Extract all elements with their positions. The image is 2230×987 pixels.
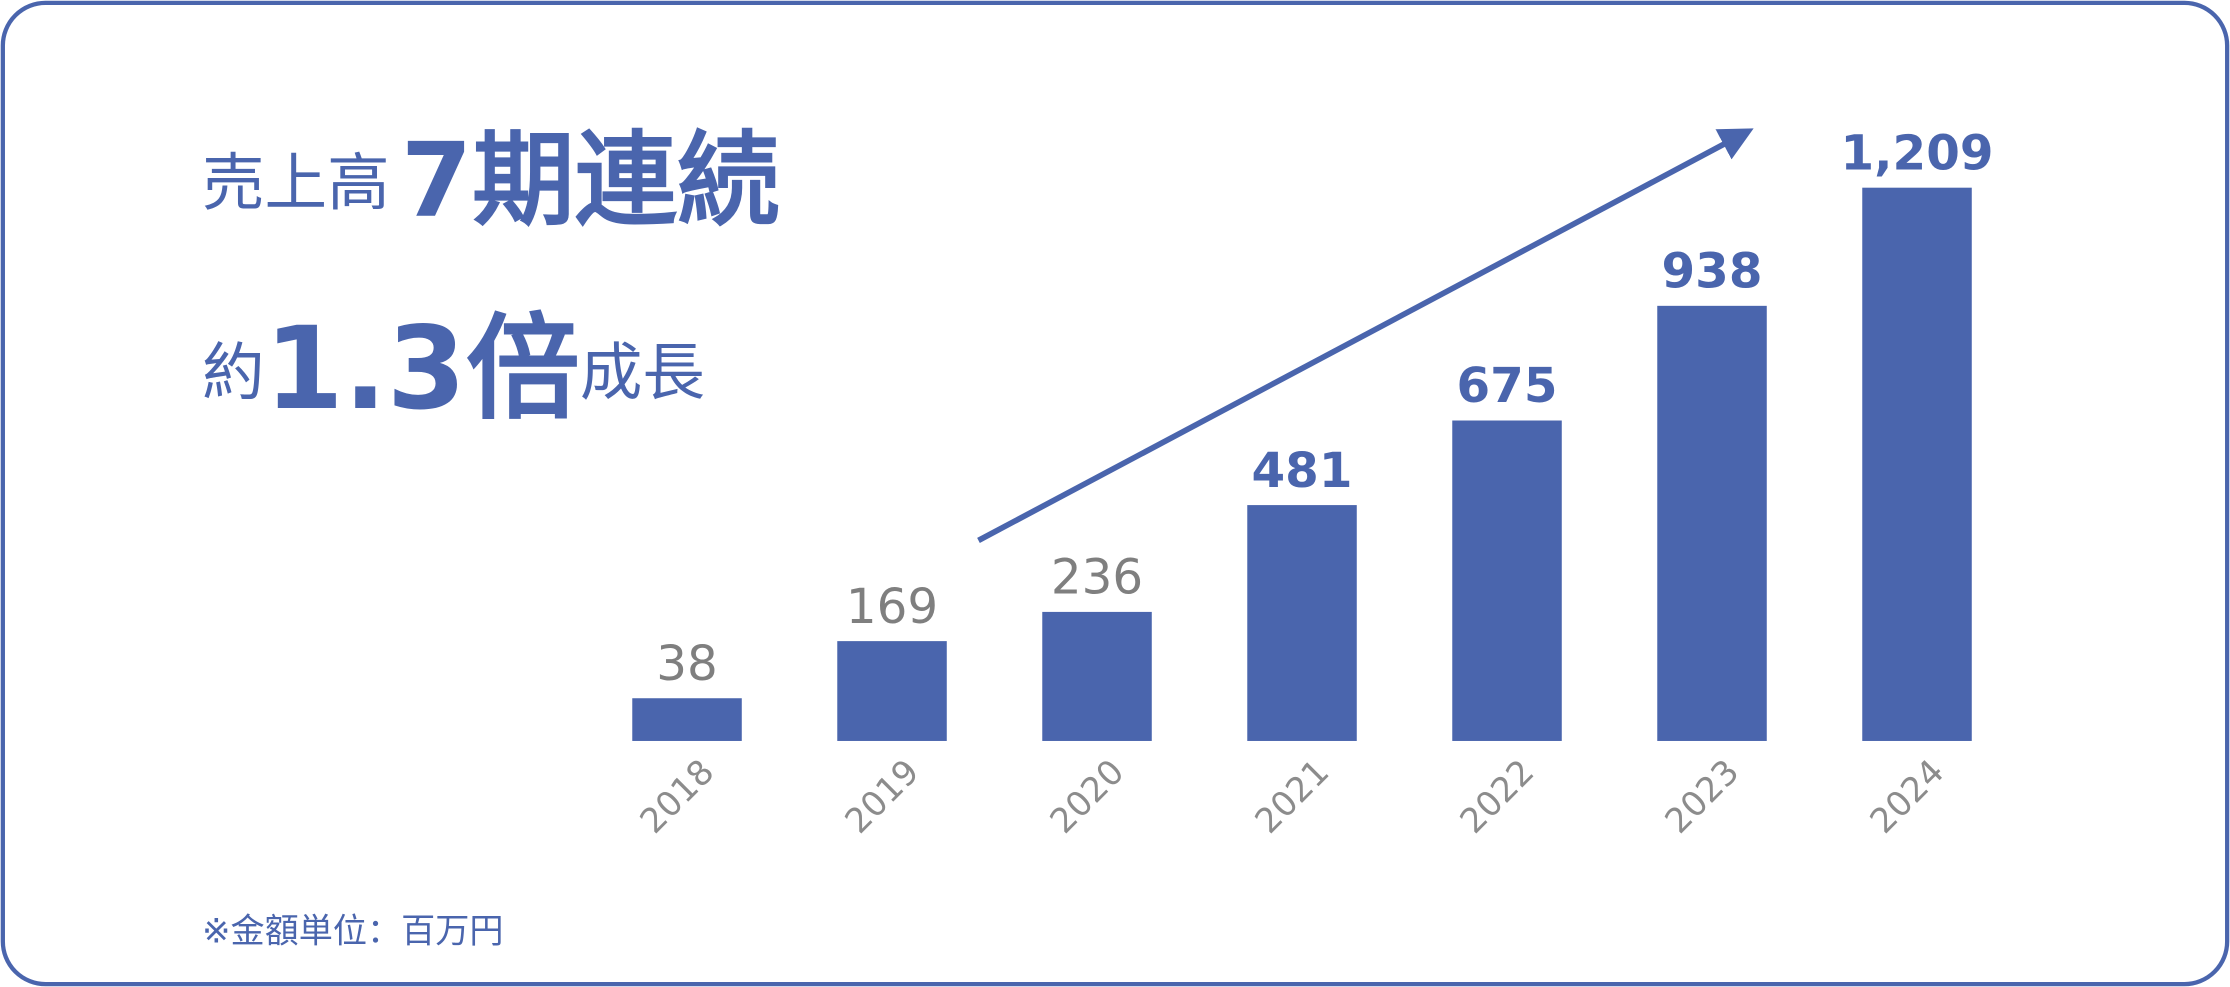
bar xyxy=(1657,305,1767,741)
growth-arrow xyxy=(977,128,1754,543)
value-label: 675 xyxy=(1457,358,1558,414)
subline-suffix: 成長 xyxy=(580,336,705,409)
subline: 約1.3倍成長 xyxy=(202,302,705,435)
value-label: 481 xyxy=(1252,443,1353,499)
footnote: ※金額単位：百万円 xyxy=(202,911,504,951)
bar xyxy=(1247,505,1357,741)
headline-prefix: 売上高 xyxy=(202,147,390,220)
bar xyxy=(837,641,947,741)
headline: 売上高 7期連続 xyxy=(202,122,779,241)
value-label: 236 xyxy=(1051,550,1143,606)
subline-emphasis: 1.3倍 xyxy=(265,302,580,435)
bar xyxy=(1452,420,1562,741)
value-label: 38 xyxy=(656,636,718,692)
value-label: 169 xyxy=(846,579,938,635)
value-label: 938 xyxy=(1662,244,1763,300)
subline-prefix: 約 xyxy=(202,336,265,409)
value-label: 1,209 xyxy=(1841,125,1994,181)
bar xyxy=(1042,611,1152,741)
headline-emphasis: 7期連続 xyxy=(401,122,779,241)
bar xyxy=(632,698,742,741)
bar xyxy=(1862,187,1972,741)
